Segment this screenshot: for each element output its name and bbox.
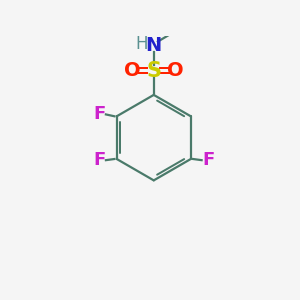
Text: S: S	[146, 61, 161, 81]
Text: F: F	[93, 105, 106, 123]
Text: F: F	[93, 151, 106, 169]
Text: H: H	[136, 35, 148, 53]
Text: O: O	[124, 61, 141, 80]
Text: O: O	[167, 61, 183, 80]
Text: N: N	[146, 36, 162, 55]
Text: F: F	[202, 151, 214, 169]
